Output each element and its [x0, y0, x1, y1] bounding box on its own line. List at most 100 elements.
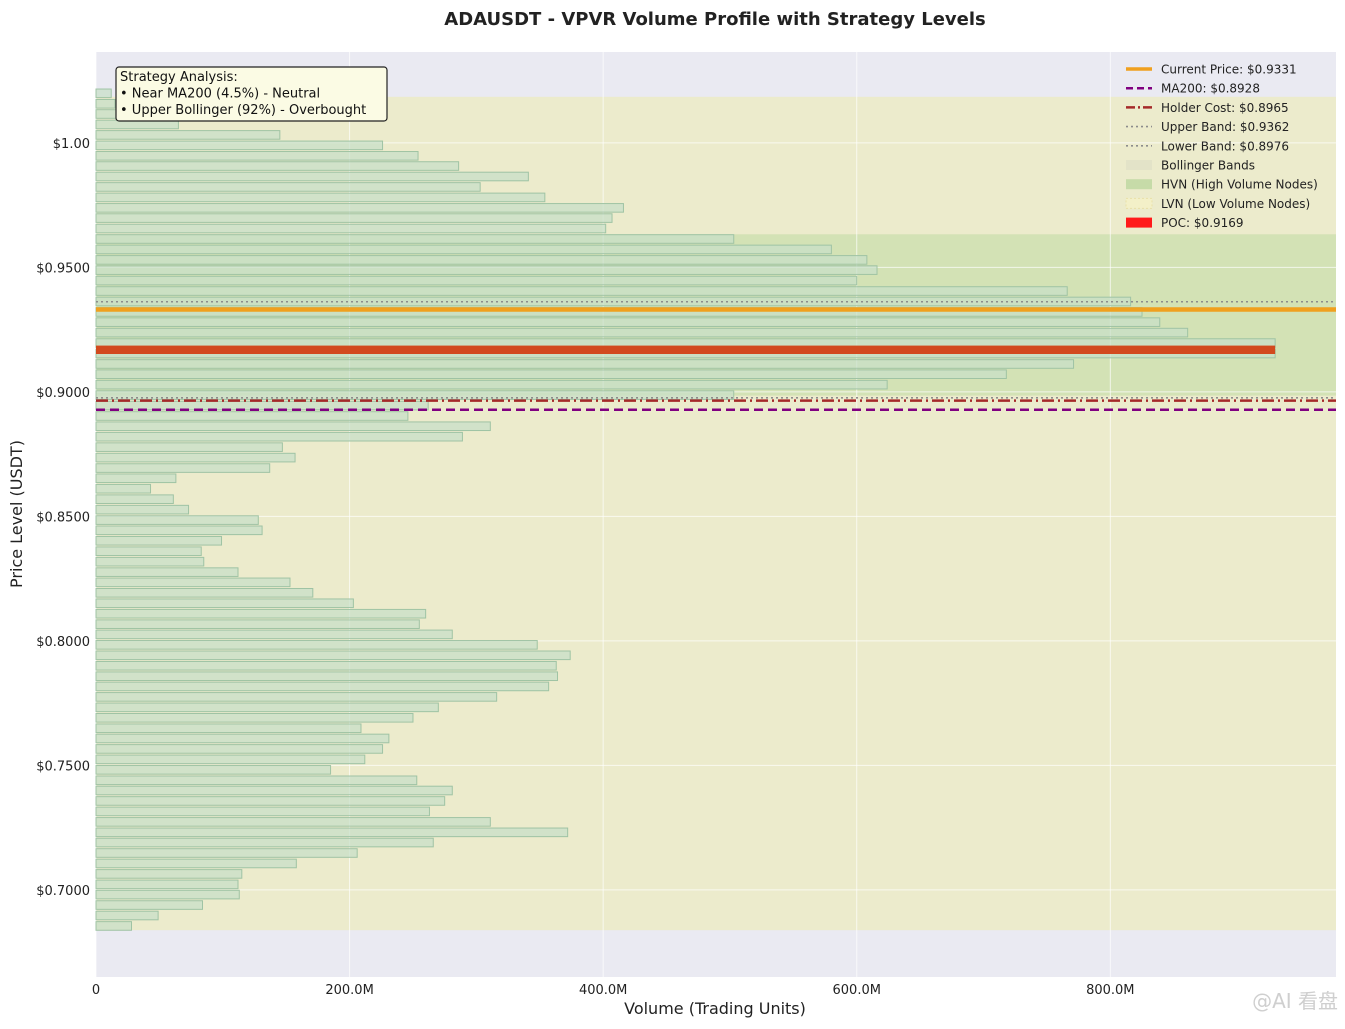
y-tick-label: $0.8000 — [36, 635, 90, 650]
volume-bar — [95, 775, 418, 786]
y-tick-label: $0.7000 — [36, 884, 90, 899]
volume-bar — [95, 754, 366, 765]
y-axis-label: Price Level (USDT) — [7, 440, 26, 588]
volume-bar — [95, 400, 429, 411]
legend-swatch-poc — [1126, 217, 1152, 228]
volume-bar — [95, 130, 281, 140]
volume-bar — [95, 317, 1161, 327]
strategy-analysis-box: Strategy Analysis: • Near MA200 (4.5%) - … — [115, 66, 388, 122]
volume-bar — [95, 275, 858, 286]
x-tick-label: 600.0M — [833, 983, 881, 998]
volume-bar — [95, 921, 133, 931]
volume-bar — [95, 577, 291, 588]
legend-label-lower: Lower Band: $0.8976 — [1161, 139, 1289, 153]
volume-bar — [95, 785, 453, 796]
volume-bar — [95, 244, 832, 255]
volume-bar — [95, 369, 1007, 379]
volume-bar — [95, 702, 439, 713]
volume-bar — [95, 223, 607, 234]
volume-bar — [95, 556, 205, 567]
legend-label-bollinger: Bollinger Bands — [1161, 159, 1255, 173]
y-tick-label: $0.9500 — [36, 261, 90, 276]
volume-bar — [95, 889, 240, 900]
annotation-line: Strategy Analysis: — [120, 70, 238, 85]
volume-bar — [95, 858, 297, 869]
volume-bar — [95, 765, 332, 775]
volume-bar — [95, 692, 498, 702]
y-tick-label: $0.8500 — [36, 510, 90, 525]
volume-bar — [95, 837, 434, 848]
volume-bar — [95, 650, 571, 661]
legend-label-upper: Upper Band: $0.9362 — [1161, 120, 1289, 134]
volume-bar — [95, 411, 409, 421]
volume-bar — [95, 515, 259, 525]
volume-bar — [95, 535, 223, 546]
volume-bar — [95, 327, 1189, 338]
volume-bar — [95, 900, 204, 910]
volume-bar — [95, 203, 624, 213]
volume-bar — [95, 494, 174, 504]
strategy-levels — [96, 300, 1336, 412]
volume-bar — [95, 567, 239, 577]
y-tick-label: $1.00 — [53, 137, 90, 152]
volume-bar — [95, 723, 362, 734]
volume-bar — [95, 879, 239, 890]
volume-bar — [95, 452, 296, 463]
volume-bar — [95, 359, 1075, 369]
volume-bar — [95, 733, 390, 744]
volume-bar — [95, 88, 112, 99]
volume-bar — [95, 671, 559, 682]
volume-bar — [95, 192, 546, 203]
legend-label-hvn: HVN (High Volume Nodes) — [1161, 178, 1318, 192]
axis-ticks: 0 200.0M 400.0M 600.0M 800.0M $0.7000 $0.7500 $… — [36, 137, 1134, 998]
y-tick-label: $0.9000 — [36, 386, 90, 401]
volume-bar — [95, 525, 263, 536]
volume-bar — [95, 640, 538, 650]
volume-bars — [95, 88, 1276, 931]
volume-bar — [95, 171, 529, 182]
volume-bar — [95, 796, 446, 806]
volume-bar — [95, 182, 481, 192]
volume-bar — [95, 98, 116, 109]
volume-bar — [95, 286, 1068, 296]
volume-bar — [95, 660, 557, 671]
volume-bar — [95, 827, 569, 838]
legend: Current Price: $0.9331 MA200: $0.8928 Hold… — [1125, 63, 1318, 230]
watermark: @AI 看盘 — [1252, 989, 1338, 1013]
annotation-line: • Near MA200 (4.5%) - Neutral — [120, 87, 320, 102]
volume-bar — [95, 161, 460, 171]
volume-bar — [95, 681, 550, 692]
legend-label-poc: POC: $0.9169 — [1161, 216, 1244, 230]
volume-bar — [95, 483, 152, 494]
volume-bar — [95, 744, 384, 754]
legend-label-current: Current Price: $0.9331 — [1161, 63, 1297, 77]
volume-bar — [95, 151, 419, 161]
volume-bar — [95, 712, 414, 723]
legend-label-holder: Holder Cost: $0.8965 — [1161, 101, 1289, 115]
legend-swatch-hvn — [1126, 179, 1152, 190]
x-tick-label: 800.0M — [1086, 983, 1134, 998]
volume-bar — [95, 629, 453, 640]
annotation-box-frame — [115, 66, 388, 122]
legend-label-ma200: MA200: $0.8928 — [1161, 82, 1260, 96]
volume-bar — [95, 140, 384, 151]
volume-bar — [95, 806, 430, 817]
volume-bar — [95, 817, 491, 827]
volume-bar — [95, 234, 735, 244]
volume-bar — [95, 869, 243, 879]
y-tick-label: $0.7500 — [36, 759, 90, 774]
legend-swatch-lvn — [1125, 197, 1153, 209]
legend-label-lvn: LVN (Low Volume Nodes) — [1161, 197, 1310, 211]
volume-bar — [95, 255, 868, 265]
volume-bar — [95, 463, 271, 473]
volume-bar — [95, 504, 190, 515]
volume-bar — [95, 431, 463, 442]
volume-bar — [95, 442, 283, 452]
volume-bar — [95, 473, 177, 484]
volume-bar — [95, 421, 491, 432]
volume-bar — [95, 848, 358, 858]
volume-bar — [95, 546, 202, 557]
x-axis-label: Volume (Trading Units) — [624, 999, 806, 1018]
